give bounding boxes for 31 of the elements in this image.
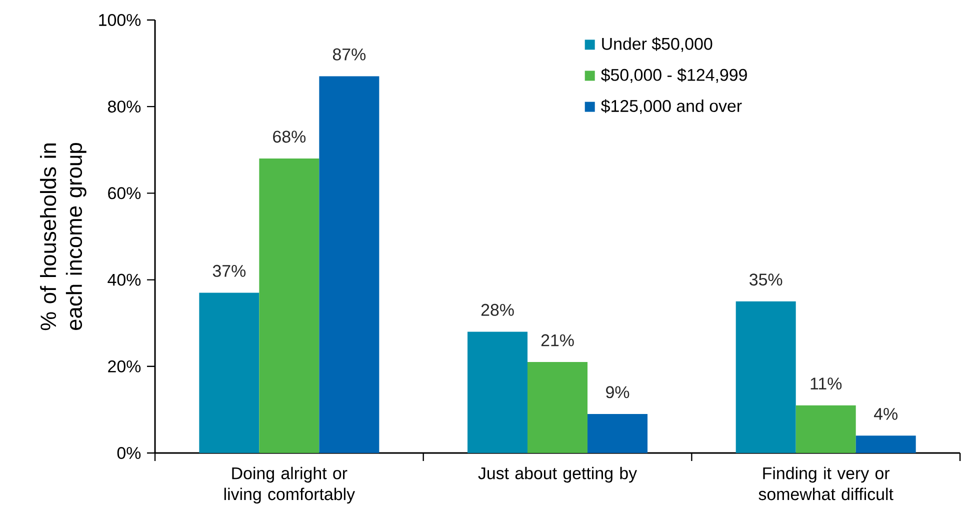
legend-label: $125,000 and over xyxy=(601,99,742,114)
y-axis-title: % of households in each income group xyxy=(40,143,86,330)
data-label: 37% xyxy=(212,264,246,277)
x-tick-label: Just about getting by xyxy=(478,466,637,483)
data-label: 9% xyxy=(606,386,630,398)
bar xyxy=(588,414,648,453)
y-tick-label: 0% xyxy=(117,446,141,459)
data-label: 68% xyxy=(273,130,306,143)
bar xyxy=(736,301,796,453)
data-label: 11% xyxy=(810,378,842,390)
y-tick-label: 20% xyxy=(108,360,141,372)
data-label: 4% xyxy=(874,408,898,420)
legend-label: Under $50,000 xyxy=(602,37,712,52)
x-tick-label: Doing alright or living comfortably xyxy=(224,466,356,504)
bar xyxy=(796,405,856,453)
bar xyxy=(199,292,260,453)
y-tick-label: 40% xyxy=(108,274,141,286)
bar xyxy=(468,332,528,453)
data-label: 87% xyxy=(332,48,366,60)
bar xyxy=(319,76,380,453)
data-label: 28% xyxy=(481,304,514,316)
y-tick-label: 100% xyxy=(99,14,141,26)
y-tick-label: 80% xyxy=(108,100,141,113)
x-tick-label: Finding it very or somewhat difficult xyxy=(758,466,894,500)
y-tick-label: 60% xyxy=(108,187,141,200)
data-label: 35% xyxy=(750,274,782,286)
bar xyxy=(259,158,320,453)
bar xyxy=(856,436,916,453)
legend-label: $50,000 - $124,999 xyxy=(601,68,747,83)
bar xyxy=(528,362,588,453)
data-label: 21% xyxy=(541,334,574,346)
